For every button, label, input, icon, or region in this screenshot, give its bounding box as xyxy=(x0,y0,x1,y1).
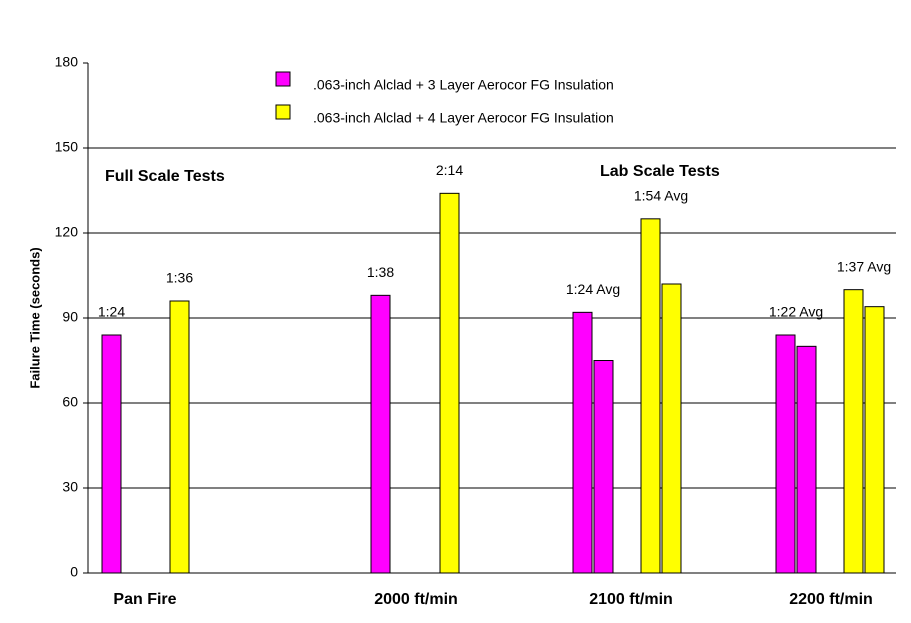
y-axis-label: Failure Time (seconds) xyxy=(27,247,42,388)
bar xyxy=(370,294,391,574)
value-label: 1:22 Avg xyxy=(769,304,823,320)
value-label: 1:37 Avg xyxy=(837,258,891,274)
x-tick-label: 2200 ft/min xyxy=(789,591,873,608)
annotation: Lab Scale Tests xyxy=(600,163,720,180)
value-label: 1:38 xyxy=(367,264,394,280)
bar xyxy=(439,192,460,574)
x-tick-label: 2000 ft/min xyxy=(374,591,458,608)
y-tick-label: 120 xyxy=(55,224,79,240)
value-label: 1:24 Avg xyxy=(566,281,620,297)
annotation: Full Scale Tests xyxy=(105,168,225,185)
legend-label: .063-inch Alclad + 3 Layer Aerocor FG In… xyxy=(313,77,614,93)
bar xyxy=(796,345,817,574)
bar xyxy=(593,360,614,574)
y-tick-label: 180 xyxy=(55,54,79,70)
x-tick-label: Pan Fire xyxy=(113,591,176,608)
bar xyxy=(101,334,122,574)
legend-swatch xyxy=(275,71,291,87)
value-label: 1:24 xyxy=(98,304,125,320)
bar xyxy=(169,300,190,574)
value-label: 1:36 xyxy=(166,270,193,286)
y-tick-label: 30 xyxy=(62,479,78,495)
y-tick-label: 60 xyxy=(62,394,78,410)
y-tick-label: 150 xyxy=(55,139,79,155)
bar xyxy=(640,218,661,574)
y-tick-label: 0 xyxy=(70,564,78,580)
value-label: 1:54 Avg xyxy=(634,188,688,204)
value-label: 2:14 xyxy=(436,162,463,178)
bar xyxy=(572,311,593,574)
legend-swatch xyxy=(275,104,291,120)
bar xyxy=(864,306,885,574)
bar xyxy=(775,334,796,574)
x-tick-label: 2100 ft/min xyxy=(589,591,673,608)
bar xyxy=(661,283,682,574)
bar xyxy=(843,289,864,574)
y-tick-label: 90 xyxy=(62,309,78,325)
legend-label: .063-inch Alclad + 4 Layer Aerocor FG In… xyxy=(313,110,614,126)
